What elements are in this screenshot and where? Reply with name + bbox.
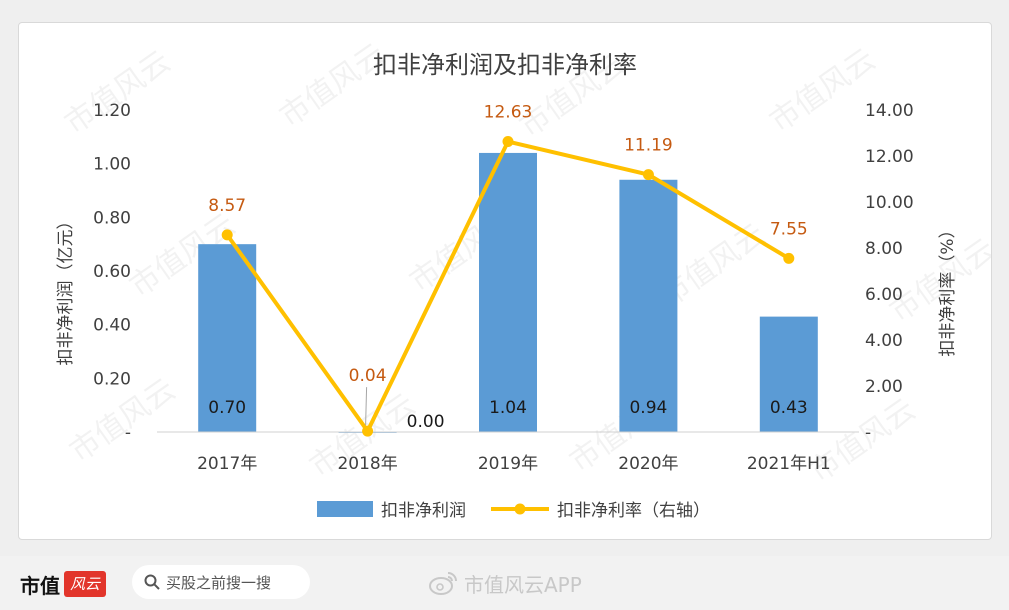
x-tick-label: 2017年 [197, 454, 257, 474]
y-tick-label: 0.20 [93, 369, 131, 389]
line-point [221, 229, 233, 241]
bar-data-label: 0.70 [208, 398, 246, 418]
legend-swatch-marker [514, 503, 526, 515]
x-tick-label: 2020年 [618, 454, 678, 474]
y2-tick-label: 14.00 [865, 101, 914, 121]
line-data-label: 7.55 [770, 219, 808, 239]
bar-data-label: 1.04 [489, 398, 527, 418]
legend: 扣非净利润 扣非净利率（右轴） [317, 501, 710, 521]
legend-label: 扣非净利润 [381, 501, 466, 521]
y2-tick-label: 10.00 [865, 193, 914, 213]
line-point [642, 169, 654, 181]
bar-data-label: 0.00 [407, 412, 445, 432]
watermark-text: 市值风云 [764, 42, 882, 139]
line-data-label: 8.57 [208, 196, 246, 216]
weibo-icon [429, 572, 457, 595]
app-label: 市值风云APP [464, 572, 582, 597]
y2-tick-label: 2.00 [865, 377, 903, 397]
bar [479, 152, 537, 432]
y-axis-label: 扣非净利润（亿元） [56, 213, 76, 366]
footer-bar: 市值 风云 买股之前搜一搜 市值风云APP [0, 556, 1009, 610]
chart-title: 扣非净利润及扣非净利率 [373, 51, 637, 79]
plot-area: 0.70 0.00 1.04 0.94 0.43 8.57 0.04 12.63 11.19 7.… [157, 103, 859, 437]
brand[interactable]: 市值 风云 [20, 570, 107, 598]
line-point [362, 425, 374, 437]
line-point [783, 252, 795, 264]
y-tick-label: 0.40 [93, 316, 131, 336]
x-axis: 2017年 2018年 2019年 2020年 2021年H1 [197, 454, 831, 474]
line-data-label: 0.04 [349, 366, 387, 386]
y-tick-label: 0.80 [93, 208, 131, 228]
brand-logo: 风云 [64, 571, 107, 597]
line-point [502, 136, 514, 148]
bar [619, 179, 678, 432]
y-tick-label: 1.20 [93, 101, 131, 121]
legend-label: 扣非净利率（右轴） [557, 501, 710, 521]
y2-axis-label: 扣非净利率（%） [938, 221, 958, 356]
leader-line [365, 387, 368, 426]
bar [759, 316, 818, 432]
search-box[interactable]: 买股之前搜一搜 [132, 565, 310, 599]
y-axis-left: - 0.20 0.40 0.60 0.80 1.00 1.20 [93, 101, 131, 443]
line-data-label: 11.19 [624, 136, 673, 156]
app-watermark: 市值风云APP [428, 568, 582, 598]
bar [198, 244, 257, 432]
y2-tick-label: 6.00 [865, 285, 903, 305]
chart-card: 市值风云 市值风云 市值风云 市值风云 市值风云 市值风云 市值风云 市值风云 市值风云 市值风云… [18, 22, 1002, 540]
x-tick-label: 2019年 [478, 454, 538, 474]
line-data-label: 12.63 [484, 103, 533, 123]
bar-data-label: 0.43 [770, 398, 808, 418]
y-tick-label: 0.60 [93, 262, 131, 282]
y2-tick-label: - [865, 423, 871, 443]
watermark-text: 市值风云 [804, 392, 922, 489]
search-placeholder: 买股之前搜一搜 [166, 573, 272, 592]
legend-swatch-bar [317, 501, 373, 517]
y2-tick-label: 12.00 [865, 147, 914, 167]
bar-data-label: 0.94 [629, 398, 667, 418]
x-tick-label: 2018年 [337, 454, 397, 474]
y-tick-label: 1.00 [93, 155, 131, 175]
y2-tick-label: 8.00 [865, 239, 903, 259]
chart-panel: 市值风云 市值风云 市值风云 市值风云 市值风云 市值风云 市值风云 市值风云 市值风云 市值风云… [18, 22, 1002, 540]
watermark-text: 市值风云 [59, 44, 177, 141]
y-tick-label: - [125, 423, 131, 443]
y2-tick-label: 4.00 [865, 331, 903, 351]
brand-name: 市值 [20, 573, 60, 598]
search-icon [144, 574, 160, 590]
x-tick-label: 2021年H1 [747, 454, 831, 474]
y-axis-right: - 2.00 4.00 6.00 8.00 10.00 12.00 14.00 [865, 101, 914, 443]
